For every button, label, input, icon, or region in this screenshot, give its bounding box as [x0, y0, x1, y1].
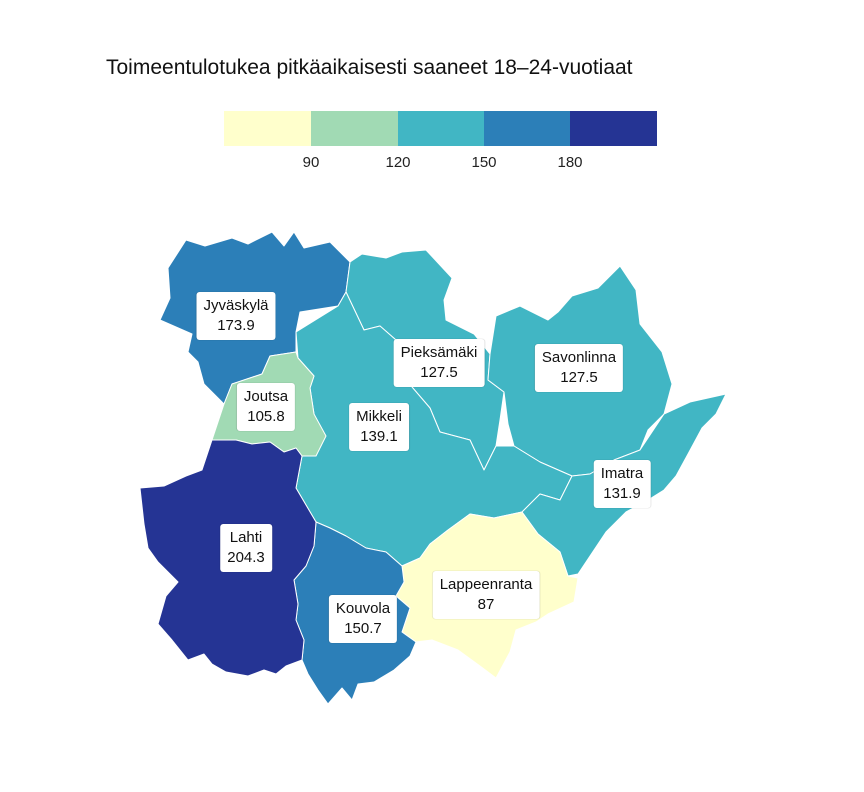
label-pieksamaki-name: Pieksämäki — [400, 344, 478, 361]
label-savonlinna: Savonlinna 127.5 — [534, 344, 624, 392]
legend-tick-120: 120 — [385, 154, 411, 171]
legend-tick-90: 90 — [302, 154, 320, 171]
label-jyvaskyla: Jyväskylä 173.9 — [196, 292, 276, 340]
label-mikkeli-name: Mikkeli — [356, 408, 402, 425]
legend-swatch-1 — [224, 111, 311, 146]
legend-tick-180: 180 — [557, 154, 583, 171]
label-lahti-name: Lahti — [229, 529, 263, 546]
legend-swatch-5 — [570, 111, 657, 146]
label-jyvaskyla-name: Jyväskylä — [203, 297, 269, 314]
label-lappeenranta-name: Lappeenranta — [439, 576, 533, 593]
label-kouvola-name: Kouvola — [335, 600, 391, 617]
label-imatra: Imatra 131.9 — [593, 460, 651, 508]
label-lappeenranta-value: 87 — [477, 596, 495, 613]
label-joutsa-value: 105.8 — [247, 408, 285, 425]
label-jyvaskyla-value: 173.9 — [217, 317, 255, 334]
label-imatra-value: 131.9 — [603, 485, 641, 502]
label-mikkeli: Mikkeli 139.1 — [349, 403, 409, 451]
label-lahti-value: 204.3 — [227, 549, 265, 566]
label-pieksamaki-value: 127.5 — [420, 364, 458, 381]
map-title: Toimeentulotukea pitkäaikaisesti saaneet… — [106, 56, 633, 79]
label-lappeenranta: Lappeenranta 87 — [432, 571, 540, 619]
label-kouvola: Kouvola 150.7 — [328, 595, 398, 643]
legend-tick-150: 150 — [471, 154, 497, 171]
label-savonlinna-value: 127.5 — [560, 369, 598, 386]
label-kouvola-value: 150.7 — [344, 620, 382, 637]
label-savonlinna-name: Savonlinna — [541, 349, 617, 366]
label-joutsa: Joutsa 105.8 — [236, 383, 296, 431]
legend-swatch-4 — [484, 111, 571, 146]
label-mikkeli-value: 139.1 — [360, 428, 398, 445]
label-lahti: Lahti 204.3 — [220, 524, 272, 572]
label-pieksamaki: Pieksämäki 127.5 — [393, 339, 485, 387]
label-imatra-name: Imatra — [600, 465, 644, 482]
legend-swatch-2 — [311, 111, 398, 146]
label-joutsa-name: Joutsa — [243, 388, 289, 405]
legend-swatch-3 — [398, 111, 485, 146]
